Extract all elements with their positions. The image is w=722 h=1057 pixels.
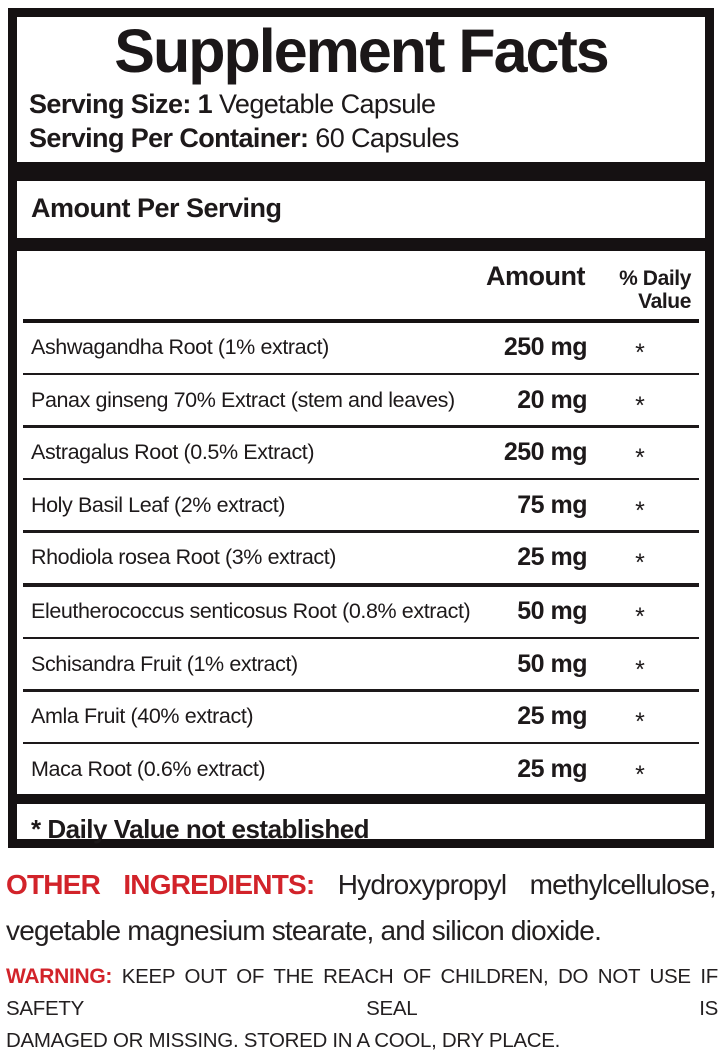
column-header-amount: Amount: [486, 261, 585, 291]
ingredient-name: Holy Basil Leaf (2% extract): [31, 492, 286, 517]
asterisk: *: [635, 603, 645, 631]
table-row: Amla Fruit (40% extract) 25 mg *: [29, 692, 693, 742]
table-row: Rhodiola rosea Root (3% extract) 25 mg *: [29, 533, 693, 583]
row-separator: [23, 425, 699, 428]
ingredient-daily-value: *: [587, 650, 693, 684]
ingredient-daily-value: *: [587, 438, 693, 472]
ingredient-daily-value: *: [587, 386, 693, 420]
table-row: Holy Basil Leaf (2% extract) 75 mg *: [29, 480, 693, 530]
supplement-facts-panel: Supplement Facts Serving Size: 1 Vegetab…: [8, 8, 714, 848]
ingredient-amount: 20 mg: [517, 385, 587, 414]
asterisk: *: [635, 708, 645, 736]
asterisk: *: [635, 391, 645, 420]
ingredient-amount: 25 mg: [517, 702, 587, 730]
ingredient-name: Eleutherococcus senticosus Root (0.8% ex…: [31, 599, 471, 623]
divider-bar-medium: [17, 238, 705, 251]
panel-title: Supplement Facts: [114, 17, 609, 85]
serving-info: Serving Size: 1 Vegetable Capsule Servin…: [29, 87, 693, 155]
row-separator: [23, 372, 699, 375]
asterisk: *: [635, 444, 645, 472]
ingredient-daily-value: *: [587, 597, 693, 631]
other-ingredients-label: OTHER INGREDIENTS:: [6, 869, 315, 900]
ingredient-amount: 25 mg: [517, 754, 587, 783]
warning-label: WARNING:: [6, 965, 113, 988]
asterisk: *: [635, 549, 645, 577]
other-ingredients-section: OTHER INGREDIENTS: Hydroxypropyl methylc…: [6, 862, 717, 954]
other-ingredients-line1: OTHER INGREDIENTS: Hydroxypropyl methylc…: [6, 862, 717, 908]
ingredient-amount: 75 mg: [517, 490, 587, 519]
asterisk: *: [635, 655, 645, 684]
daily-value-footnote: * Daily Value not established: [31, 814, 370, 844]
serving-size-value: Vegetable Capsule: [218, 89, 436, 119]
table-row: Panax ginseng 70% Extract (stem and leav…: [29, 375, 693, 425]
ingredient-daily-value: *: [587, 333, 693, 367]
warning-line2: DAMAGED OR MISSING. STORED IN A COOL, DR…: [6, 1029, 561, 1052]
row-separator: [23, 530, 699, 533]
divider-bar-thick: [17, 162, 705, 181]
ingredient-amount: 50 mg: [517, 649, 587, 678]
servings-per-container-label: Serving Per Container:: [29, 123, 309, 153]
ingredient-name: Schisandra Fruit (1% extract): [31, 651, 298, 676]
row-separator: [23, 741, 699, 744]
ingredient-amount: 25 mg: [517, 543, 587, 571]
table-row: Eleutherococcus senticosus Root (0.8% ex…: [29, 587, 693, 637]
serving-size-label: Serving Size: 1: [29, 89, 213, 119]
table-header: Amount % Daily Value: [29, 251, 693, 313]
other-ingredients-line2: vegetable magnesium stearate, and silico…: [6, 915, 602, 946]
table-row: Astragalus Root (0.5% Extract) 250 mg *: [29, 428, 693, 478]
ingredient-daily-value: *: [587, 491, 693, 525]
asterisk: *: [635, 339, 645, 367]
table-row: Maca Root (0.6% extract) 25 mg *: [29, 744, 693, 794]
asterisk: *: [635, 760, 645, 789]
ingredient-name: Maca Root (0.6% extract): [31, 756, 266, 781]
column-header-daily-value: % Daily Value: [585, 267, 693, 313]
ingredient-amount: 50 mg: [517, 597, 587, 625]
ingredient-name: Amla Fruit (40% extract): [31, 704, 254, 728]
row-separator: [23, 636, 699, 639]
ingredient-name: Ashwagandha Root (1% extract): [31, 335, 329, 359]
warning-section: WARNING: KEEP OUT OF THE REACH OF CHILDR…: [6, 961, 718, 1057]
daily-value-header-line1: % Daily: [619, 267, 691, 290]
ingredient-name: Panax ginseng 70% Extract (stem and leav…: [31, 387, 455, 412]
row-separator-thick: [23, 582, 699, 587]
servings-per-container-line: Serving Per Container: 60 Capsules: [29, 121, 693, 155]
ingredient-daily-value: *: [587, 543, 693, 577]
divider-bar-bottom: [17, 794, 705, 804]
serving-size-line: Serving Size: 1 Vegetable Capsule: [29, 87, 693, 121]
asterisk: *: [635, 496, 645, 525]
header-rule: [23, 319, 699, 323]
table-row: Schisandra Fruit (1% extract) 50 mg *: [29, 639, 693, 689]
ingredient-amount: 250 mg: [503, 333, 588, 361]
warning-text1: KEEP OUT OF THE REACH OF CHILDREN, DO NO…: [6, 965, 718, 1020]
row-separator: [23, 689, 699, 692]
ingredient-daily-value: *: [587, 755, 693, 789]
daily-value-header-line2: Value: [638, 290, 691, 313]
ingredient-name: Rhodiola rosea Root (3% extract): [31, 545, 337, 569]
other-ingredients-text1: Hydroxypropyl methylcellulose,: [337, 869, 717, 900]
ingredient-amount: 250 mg: [503, 438, 588, 466]
warning-line1: WARNING: KEEP OUT OF THE REACH OF CHILDR…: [6, 961, 718, 1025]
table-row: Ashwagandha Root (1% extract) 250 mg *: [29, 323, 693, 373]
ingredient-name: Astragalus Root (0.5% Extract): [31, 440, 315, 464]
servings-per-container-value: 60 Capsules: [315, 123, 459, 153]
row-separator: [23, 477, 699, 480]
ingredient-daily-value: *: [587, 702, 693, 736]
amount-per-serving-header: Amount Per Serving: [31, 193, 282, 223]
